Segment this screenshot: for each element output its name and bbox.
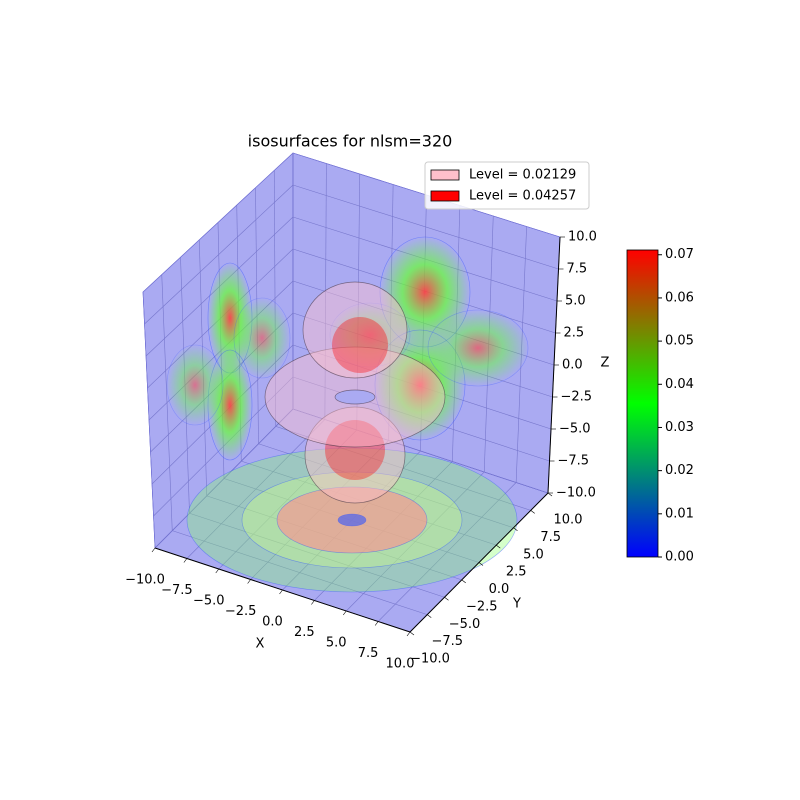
z-tick-label: −5.0 <box>559 422 591 437</box>
z-tick-label: −10.0 <box>556 486 596 501</box>
y-tick-label: −5.0 <box>449 617 481 632</box>
legend-label: Level = 0.02129 <box>469 168 576 183</box>
z-tick-label: −2.5 <box>561 390 593 405</box>
isosurfaces <box>264 281 446 504</box>
y-axis-label: Y <box>512 597 521 612</box>
colorbar-tick-label: 0.02 <box>665 463 694 478</box>
colorbar-tick-label: 0.01 <box>665 506 694 521</box>
tick-mark <box>427 614 432 618</box>
y-tick-label: −10.0 <box>410 652 450 667</box>
grid-line <box>292 184 559 270</box>
grid-line <box>142 152 294 293</box>
grid-line <box>154 408 294 549</box>
colorbar-tick-label: 0.06 <box>665 290 694 305</box>
x-axis-line <box>154 547 411 633</box>
axes: −10.0−7.5−5.0−2.50.02.55.07.510.0−10.0−7… <box>125 230 597 672</box>
tick-mark <box>409 631 415 636</box>
z-tick-label: 7.5 <box>567 262 588 277</box>
grid-line <box>172 530 428 615</box>
tick-mark <box>496 544 501 549</box>
tick-mark <box>444 597 449 601</box>
tick-mark <box>513 527 518 531</box>
y-tick-label: −7.5 <box>431 634 463 649</box>
grid-line <box>144 184 294 325</box>
tick-mark <box>279 589 283 595</box>
tick-mark <box>183 558 188 563</box>
grid-line <box>258 443 514 529</box>
x-tick-label: 2.5 <box>294 625 315 640</box>
lower-lobe <box>304 406 406 504</box>
colorbar: 0.00 0.01 0.02 0.03 0.04 0.05 0.06 0.07 <box>626 247 694 565</box>
y-tick-label: 2.5 <box>506 565 527 580</box>
tick-mark <box>247 579 251 584</box>
x-tick-label: 7.5 <box>358 646 379 661</box>
y-tick-label: 7.5 <box>540 530 561 545</box>
tick-mark <box>374 621 379 626</box>
z-tick-label: 10.0 <box>568 230 597 245</box>
tick-mark <box>311 600 315 605</box>
torus-hole <box>334 389 376 405</box>
colorbar-tick-label: 0.00 <box>665 550 694 565</box>
tick-mark <box>215 568 219 574</box>
x-tick-label: 5.0 <box>326 636 347 651</box>
z-tick-label: 0.0 <box>562 358 583 373</box>
z-axis-label: Z <box>601 356 610 371</box>
z-tick-label: 5.0 <box>565 294 586 309</box>
y-tick-label: 10.0 <box>554 513 583 528</box>
legend-label: Level = 0.04257 <box>469 189 576 204</box>
y-axis-line <box>409 492 549 633</box>
colorbar-tick-label: 0.03 <box>665 420 694 435</box>
tick-mark <box>530 510 535 514</box>
legend-entries: Level = 0.02129 Level = 0.04257 <box>430 168 576 204</box>
x-tick-label: −7.5 <box>161 583 193 598</box>
x-axis-label: X <box>256 637 265 652</box>
x-tick-label: 0.0 <box>262 615 283 630</box>
grid-line <box>189 512 445 598</box>
z-tick-label: −7.5 <box>558 454 590 469</box>
x-tick-label: −10.0 <box>125 573 165 588</box>
tick-mark <box>478 562 484 566</box>
x-tick-label: −5.0 <box>193 594 225 609</box>
colorbar-fill <box>626 249 659 558</box>
legend-swatch <box>430 169 460 181</box>
tick-mark <box>406 631 411 637</box>
colorbar-tick-label: 0.04 <box>665 377 694 392</box>
tick-mark <box>151 547 156 553</box>
z-axis-line <box>547 236 561 494</box>
tick-mark <box>547 492 553 497</box>
lower-lobe-inner <box>325 420 385 480</box>
chart-title: isosurfaces for nlsm=320 <box>248 132 453 151</box>
grid-line <box>292 408 549 494</box>
legend-swatch <box>430 190 460 202</box>
colorbar-tick-label: 0.05 <box>665 334 694 349</box>
tick-mark <box>343 610 347 616</box>
y-tick-label: −2.5 <box>466 599 498 614</box>
colorbar-tick-label: 0.07 <box>665 247 694 262</box>
x-tick-label: 10.0 <box>386 657 415 672</box>
z-tick-label: 2.5 <box>564 326 585 341</box>
tick-mark <box>461 579 466 584</box>
legend <box>424 161 590 210</box>
upper-lobe <box>302 281 408 379</box>
x-tick-label: −2.5 <box>225 604 257 619</box>
upper-lobe-inner <box>332 317 388 373</box>
y-tick-label: 0.0 <box>489 582 510 597</box>
y-tick-label: 5.0 <box>523 547 544 562</box>
